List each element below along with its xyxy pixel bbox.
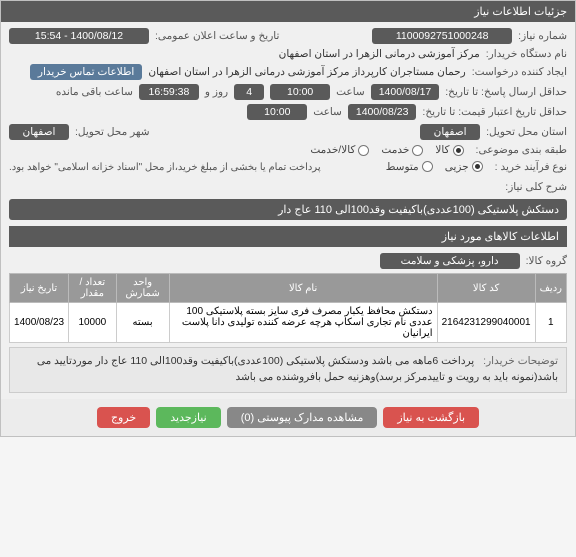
deadline-date: 1400/08/17 bbox=[371, 84, 440, 100]
delivery-state-label: استان محل تحویل: bbox=[486, 126, 567, 138]
col-idx: ردیف bbox=[535, 274, 566, 303]
cell-date: 1400/08/23 bbox=[10, 303, 69, 343]
buy-low-label: جزیی bbox=[445, 161, 469, 173]
radio-icon bbox=[422, 161, 433, 172]
need-no-value: 1100092751000248 bbox=[372, 28, 512, 44]
creator-label: ایجاد کننده درخواست: bbox=[472, 66, 567, 78]
contact-buyer-button[interactable]: اطلاعات تماس خریدار bbox=[30, 64, 142, 80]
cat-both-option[interactable]: کالا/خدمت bbox=[310, 144, 369, 156]
group-value: دارو، پزشکی و سلامت bbox=[380, 253, 520, 269]
delivery-city-label: شهر محل تحویل: bbox=[75, 126, 150, 138]
time-label-2: ساعت bbox=[313, 106, 342, 118]
need-description: دستکش پلاستیکی (100عددی)باکیفیت وقد100ال… bbox=[9, 199, 567, 220]
col-date: تاریخ نیاز bbox=[10, 274, 69, 303]
table-header-row: ردیف کد کالا نام کالا واحد شمارش تعداد /… bbox=[10, 274, 567, 303]
col-code: کد کالا bbox=[437, 274, 535, 303]
radio-icon bbox=[358, 145, 369, 156]
validity-date: 1400/08/23 bbox=[348, 104, 417, 120]
delivery-state: اصفهان bbox=[420, 124, 480, 140]
remaining-label: ساعت باقی مانده bbox=[56, 86, 133, 98]
cat-service-option[interactable]: خدمت bbox=[381, 144, 423, 156]
panel-title: جزئیات اطلاعات نیاز bbox=[1, 1, 575, 22]
buy-mid-label: متوسط bbox=[386, 161, 419, 173]
cell-qty: 10000 bbox=[69, 303, 117, 343]
validity-label: حداقل تاریخ اعتبار قیمت: تا تاریخ: bbox=[422, 106, 567, 118]
time-label-1: ساعت bbox=[336, 86, 365, 98]
col-unit: واحد شمارش bbox=[116, 274, 169, 303]
cat-service-label: خدمت bbox=[381, 144, 409, 156]
need-details-panel: جزئیات اطلاعات نیاز شماره نیاز: 11000927… bbox=[0, 0, 576, 437]
items-table: ردیف کد کالا نام کالا واحد شمارش تعداد /… bbox=[9, 273, 567, 343]
group-label: گروه کالا: bbox=[526, 255, 567, 267]
items-section-header: اطلاعات کالاهای مورد نیاز bbox=[9, 226, 567, 247]
buyer-value: مرکز آموزشی درمانی الزهرا در استان اصفها… bbox=[279, 48, 480, 60]
days-remaining: 4 bbox=[234, 84, 264, 100]
buy-low-option[interactable]: جزیی bbox=[445, 161, 483, 173]
col-name: نام کالا bbox=[169, 274, 437, 303]
exit-button[interactable]: خروج bbox=[97, 407, 150, 428]
table-row: 1 2164231299040001 دستکش محافظ یکبار مصر… bbox=[10, 303, 567, 343]
cell-idx: 1 bbox=[535, 303, 566, 343]
radio-icon bbox=[412, 145, 423, 156]
buyer-remarks-box: توضیحات خریدار: پرداخت 6ماهه می باشد ودس… bbox=[9, 347, 567, 393]
cell-code: 2164231299040001 bbox=[437, 303, 535, 343]
cell-unit: بسته bbox=[116, 303, 169, 343]
need-no-label: شماره نیاز: bbox=[518, 30, 567, 42]
cell-name: دستکش محافظ یکبار مصرف فری سایز بسته پلا… bbox=[169, 303, 437, 343]
buy-type-label: نوع فرآیند خرید : bbox=[495, 161, 567, 173]
col-qty: تعداد / مقدار bbox=[69, 274, 117, 303]
payment-note: پرداخت تمام یا بخشی از مبلغ خرید،از محل … bbox=[9, 162, 321, 173]
deadline-time: 10:00 bbox=[270, 84, 330, 100]
category-label: طبقه بندی موضوعی: bbox=[476, 144, 567, 156]
delivery-city: اصفهان bbox=[9, 124, 69, 140]
new-need-button[interactable]: نیازجدید bbox=[156, 407, 220, 428]
back-button[interactable]: بازگشت به نیاز bbox=[383, 407, 479, 428]
announce-value: 1400/08/12 - 15:54 bbox=[9, 28, 149, 44]
cat-both-label: کالا/خدمت bbox=[310, 144, 355, 156]
action-bar: بازگشت به نیاز مشاهده مدارک پیوستی (0) ن… bbox=[1, 399, 575, 436]
buyer-label: نام دستگاه خریدار: bbox=[486, 48, 567, 60]
cat-goods-option[interactable]: کالا bbox=[435, 144, 463, 156]
desc-label: شرح کلی نیاز: bbox=[505, 181, 567, 193]
buy-mid-option[interactable]: متوسط bbox=[386, 161, 433, 173]
radio-checked-icon bbox=[472, 161, 483, 172]
radio-checked-icon bbox=[453, 145, 464, 156]
validity-time: 10:00 bbox=[247, 104, 307, 120]
announce-label: تاریخ و ساعت اعلان عمومی: bbox=[155, 30, 279, 42]
deadline-label: حداقل ارسال پاسخ: تا تاریخ: bbox=[445, 86, 567, 98]
cat-goods-label: کالا bbox=[435, 144, 449, 156]
remarks-label: توضیحات خریدار: bbox=[483, 355, 558, 367]
creator-value: رحمان مستاجران کارپرداز مرکز آموزشی درما… bbox=[148, 66, 465, 78]
time-remaining: 16:59:38 bbox=[139, 84, 199, 100]
remarks-text: پرداخت 6ماهه می باشد ودستکش پلاستیکی (10… bbox=[37, 355, 558, 383]
form-area: شماره نیاز: 1100092751000248 تاریخ و ساع… bbox=[1, 22, 575, 399]
attachments-button[interactable]: مشاهده مدارک پیوستی (0) bbox=[227, 407, 378, 428]
days-label: روز و bbox=[205, 86, 228, 98]
